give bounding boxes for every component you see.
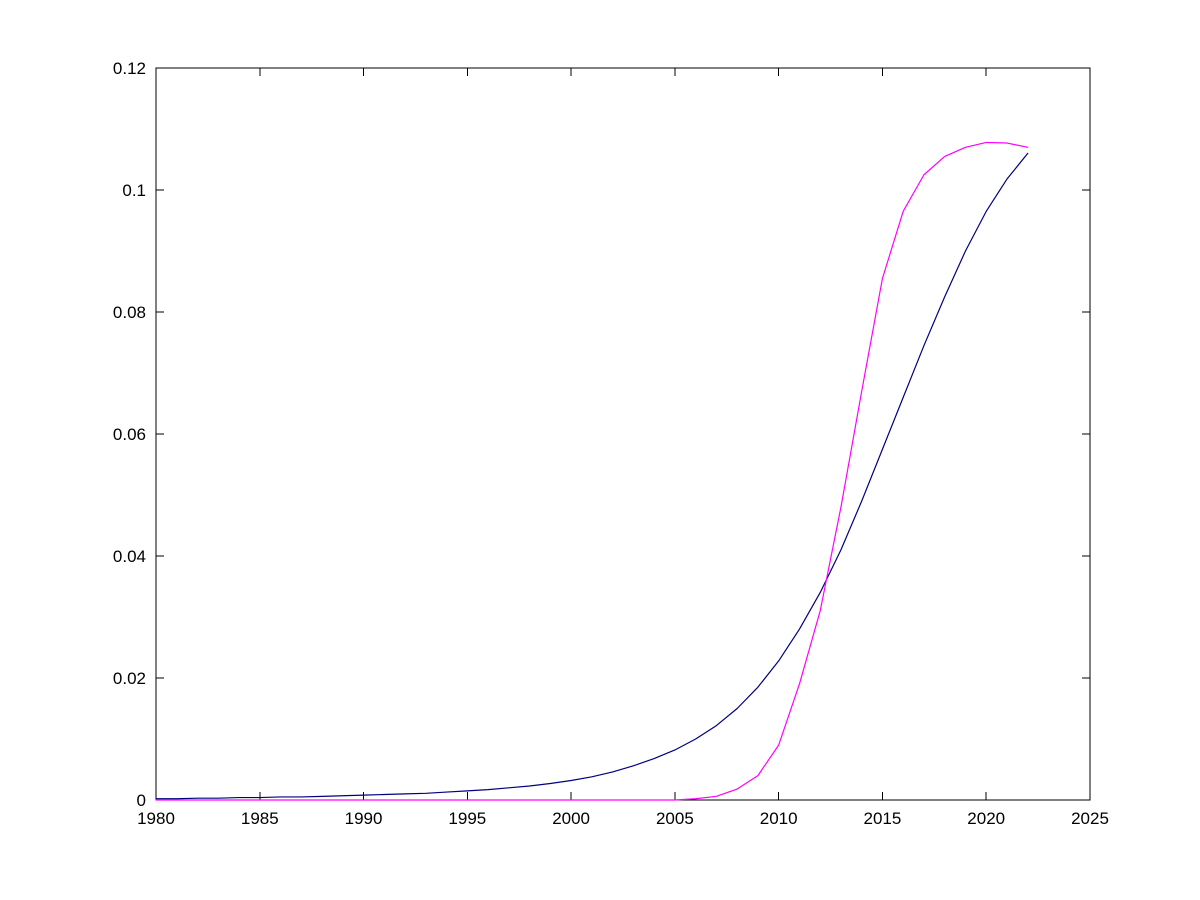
x-tick-label: 1990 xyxy=(345,809,383,828)
dark-blue-line xyxy=(155,152,1029,800)
x-tick-label: 1985 xyxy=(241,809,279,828)
x-tick-label: 2005 xyxy=(656,809,694,828)
magenta-line xyxy=(155,141,1029,801)
y-tick-label: 0.06 xyxy=(113,425,146,444)
y-tick-label: 0 xyxy=(137,791,146,810)
x-tick-label: 1980 xyxy=(137,809,175,828)
y-tick-label: 0.12 xyxy=(113,59,146,78)
y-tick-label: 0.02 xyxy=(113,669,146,688)
y-tick-label: 0.08 xyxy=(113,303,146,322)
x-tick-label: 2010 xyxy=(760,809,798,828)
x-tick-label: 2020 xyxy=(967,809,1005,828)
x-tick-label: 2015 xyxy=(864,809,902,828)
x-tick-label: 2000 xyxy=(552,809,590,828)
x-tick-label: 1995 xyxy=(448,809,486,828)
plot-box xyxy=(155,67,1091,801)
x-tick-label: 2025 xyxy=(1071,809,1109,828)
y-tick-label: 0.1 xyxy=(122,181,146,200)
y-tick-label: 0.04 xyxy=(113,547,146,566)
